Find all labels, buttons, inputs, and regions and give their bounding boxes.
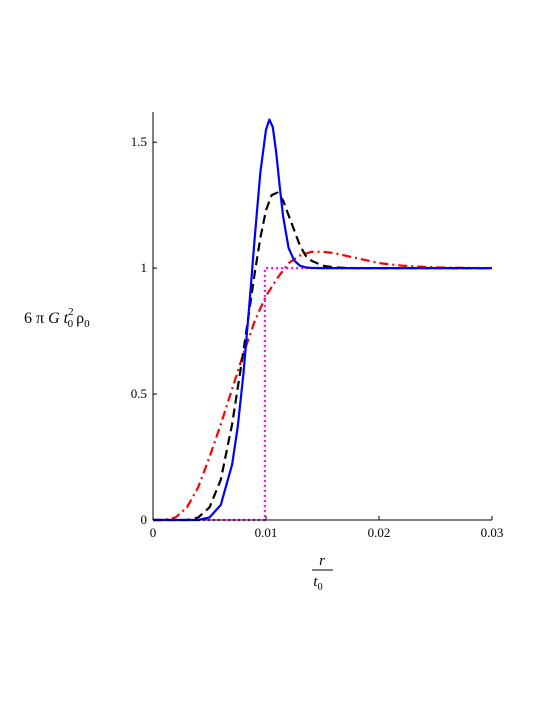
x-tick-label: 0 [150, 525, 157, 540]
x-axis-label: r t0 [312, 553, 333, 593]
y-label-rho-sub: 0 [84, 318, 90, 330]
x-tick-label: 0.02 [368, 525, 391, 540]
y-label-rho: ρ [76, 310, 84, 327]
y-tick-label: 1 [141, 260, 148, 275]
y-label-G: G [48, 310, 60, 327]
series-line-dotted [153, 267, 492, 522]
x-label-denominator: t0 [313, 574, 322, 593]
y-tick-label: 0 [141, 512, 148, 527]
y-label-t: t [64, 310, 69, 327]
series-layer [153, 118, 493, 522]
x-tick-label: 0.01 [255, 525, 278, 540]
tick-layer: 0 0.01 0.02 0.03 0 0.5 1 1.5 [131, 134, 504, 540]
y-label-t-sup: 2 [68, 306, 74, 318]
y-tick-label: 0.5 [131, 386, 147, 401]
y-axis-label: 6 π G t2 0 ρ0 [24, 306, 90, 330]
x-label-t: t [313, 574, 318, 590]
x-tick-label: 0.03 [481, 525, 504, 540]
y-tick-label: 1.5 [131, 134, 147, 149]
series-line-dashdot [153, 250, 493, 522]
x-label-numerator: r [319, 553, 325, 569]
y-label-prefix: 6 π [24, 310, 48, 327]
y-label-t-sub: 0 [68, 318, 74, 330]
series-line-solid [153, 118, 492, 522]
x-label-t-sub: 0 [318, 582, 323, 593]
